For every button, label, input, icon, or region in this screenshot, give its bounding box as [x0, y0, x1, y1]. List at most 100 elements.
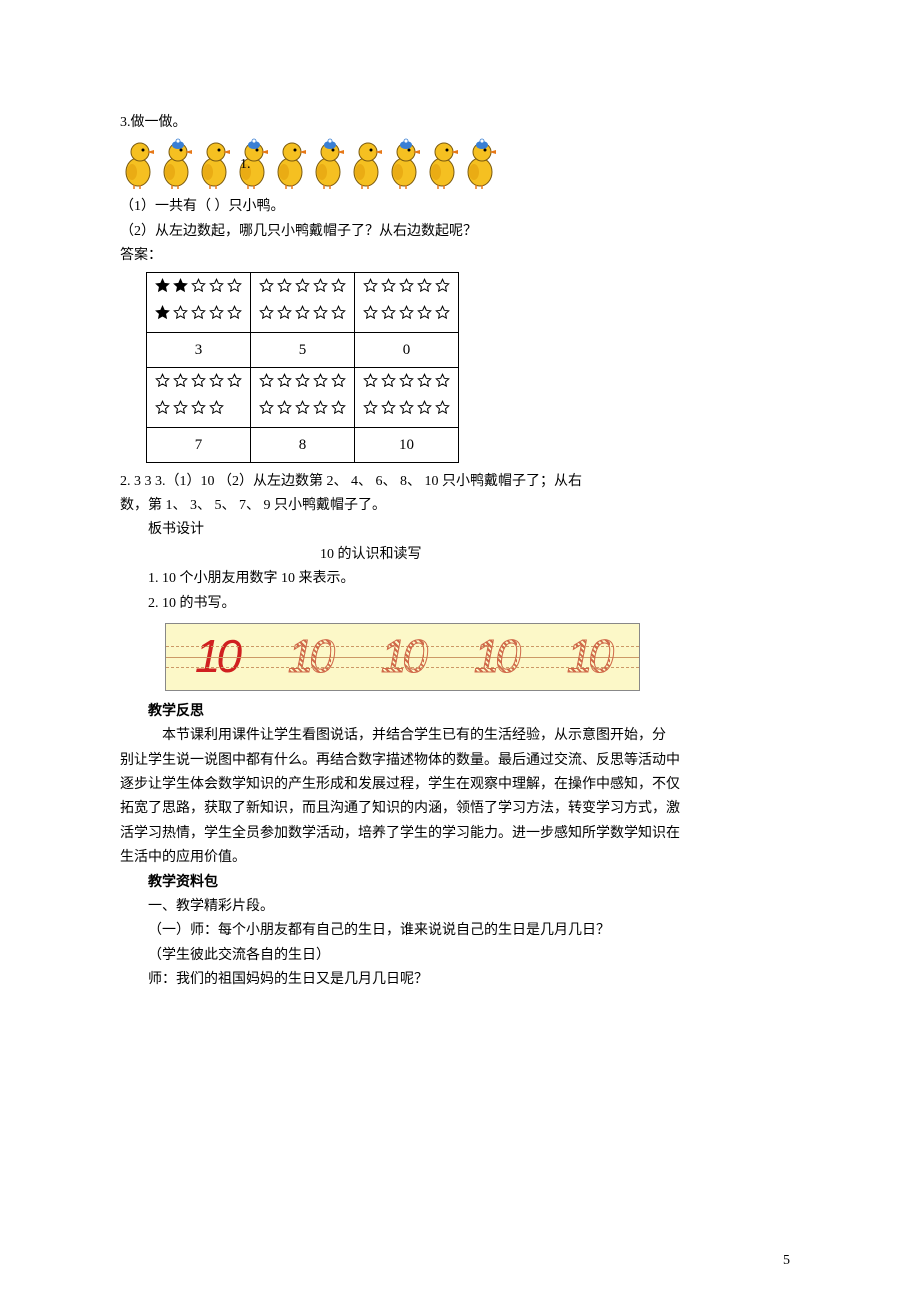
star-count-cell: 8 [251, 427, 355, 462]
star-outline-icon [363, 399, 378, 423]
star-outline-icon [191, 399, 206, 423]
star-outline-icon [331, 304, 346, 328]
star-outline-icon [277, 277, 292, 301]
star-outline-icon [259, 372, 274, 396]
star-outline-icon [363, 277, 378, 301]
star-outline-icon [399, 304, 414, 328]
document-page: 3.做一做。 [0, 0, 920, 1302]
star-outline-icon [381, 399, 396, 423]
resource-pack-l2: （学生彼此交流各自的生日） [120, 945, 800, 967]
star-outline-icon [399, 399, 414, 423]
star-filled-icon [155, 277, 170, 301]
duck-icon [120, 138, 156, 190]
star-outline-icon [259, 304, 274, 328]
board-design-title: 10 的认识和读写 [120, 544, 800, 566]
reflection-p6: 生活中的应用价值。 [120, 847, 800, 869]
star-outline-icon [227, 277, 242, 301]
star-outline-icon [417, 372, 432, 396]
reflection-heading: 教学反思 [120, 701, 800, 723]
board-design-item1: 1. 10 个小朋友用数字 10 来表示。 [120, 568, 800, 590]
star-outline-icon [155, 372, 170, 396]
star-outline-icon [295, 399, 310, 423]
board-design-item2: 2. 10 的书写。 [120, 593, 800, 615]
number-writing-strip: 1010101010 [165, 623, 640, 691]
star-outline-icon [331, 399, 346, 423]
star-outline-icon [435, 399, 450, 423]
exercise3-q2: （2）从左边数起，哪几只小鸭戴帽子了？从右边数起呢？ [120, 221, 800, 243]
answer1-label: 1. [240, 154, 251, 176]
duck-icon [424, 138, 460, 190]
star-grid-cell [147, 272, 251, 332]
star-grid-cell [251, 272, 355, 332]
star-outline-icon [173, 372, 188, 396]
star-grid-cell [355, 272, 459, 332]
star-outline-icon [259, 399, 274, 423]
star-outline-icon [277, 304, 292, 328]
number-ten-traced: 10 [288, 620, 331, 694]
reflection-p3: 逐步让学生体会数学知识的产生形成和发展过程，学生在观察中理解，在操作中感知，不仅 [120, 774, 800, 796]
star-outline-icon [417, 399, 432, 423]
star-grid-cell [251, 367, 355, 427]
star-outline-icon [295, 304, 310, 328]
star-outline-icon [277, 372, 292, 396]
reflection-p5: 活学习热情，学生全员参加数学活动，培养了学生的学习能力。进一步感知所学数学知识在 [120, 823, 800, 845]
star-outline-icon [191, 277, 206, 301]
number-ten-traced: 10 [381, 620, 424, 694]
star-outline-icon [209, 304, 224, 328]
star-outline-icon [295, 372, 310, 396]
duck-with-hat-icon [310, 138, 346, 190]
answer-label: 答案： [120, 245, 800, 267]
duck-row-illustration [120, 138, 800, 190]
star-outline-icon [363, 372, 378, 396]
star-outline-icon [417, 304, 432, 328]
star-outline-icon [331, 277, 346, 301]
star-outline-icon [313, 277, 328, 301]
duck-icon [196, 138, 232, 190]
star-filled-icon [155, 304, 170, 328]
star-grid-cell [355, 367, 459, 427]
duck-with-hat-icon [386, 138, 422, 190]
star-count-cell: 3 [147, 332, 251, 367]
star-outline-icon [155, 399, 170, 423]
star-count-cell: 5 [251, 332, 355, 367]
star-outline-icon [277, 399, 292, 423]
duck-with-hat-icon [462, 138, 498, 190]
star-outline-icon [209, 399, 224, 423]
number-ten-traced: 10 [474, 620, 517, 694]
star-outline-icon [435, 304, 450, 328]
star-outline-icon [435, 277, 450, 301]
star-answer-table: 3507810 [146, 272, 459, 463]
star-outline-icon [191, 372, 206, 396]
answer2-line2: 数，第 1、 3、 5、 7、 9 只小鸭戴帽子了。 [120, 495, 800, 517]
reflection-p1: 本节课利用课件让学生看图说话，并结合学生已有的生活经验，从示意图开始，分 [120, 725, 800, 747]
resource-pack-l3: 师：我们的祖国妈妈的生日又是几月几日呢？ [120, 969, 800, 991]
star-outline-icon [417, 277, 432, 301]
star-outline-icon [399, 372, 414, 396]
reflection-p4: 拓宽了思路，获取了新知识，而且沟通了知识的内涵，领悟了学习方法，转变学习方式，激 [120, 798, 800, 820]
star-outline-icon [295, 277, 310, 301]
star-outline-icon [227, 304, 242, 328]
duck-icon [272, 138, 308, 190]
board-design-heading: 板书设计 [120, 519, 800, 541]
star-outline-icon [313, 304, 328, 328]
resource-pack-heading: 教学资料包 [120, 872, 800, 894]
duck-icon [348, 138, 384, 190]
star-grid-cell [147, 367, 251, 427]
star-outline-icon [331, 372, 346, 396]
star-outline-icon [399, 277, 414, 301]
exercise3-heading: 3.做一做。 [120, 112, 800, 134]
star-count-cell: 7 [147, 427, 251, 462]
exercise3-q1: （1）一共有（ ）只小鸭。 [120, 196, 800, 218]
answer2-line1: 2. 3 3 3.（1）10 （2）从左边数第 2、 4、 6、 8、 10 只… [120, 471, 800, 493]
resource-pack-l1: （一）师：每个小朋友都有自己的生日，谁来说说自己的生日是几月几日？ [120, 920, 800, 942]
star-outline-icon [209, 372, 224, 396]
star-outline-icon [259, 277, 274, 301]
resource-pack-h1: 一、教学精彩片段。 [120, 896, 800, 918]
star-outline-icon [381, 372, 396, 396]
star-outline-icon [173, 304, 188, 328]
star-filled-icon [173, 277, 188, 301]
star-outline-icon [313, 372, 328, 396]
star-outline-icon [313, 399, 328, 423]
star-outline-icon [227, 372, 242, 396]
star-count-cell: 0 [355, 332, 459, 367]
